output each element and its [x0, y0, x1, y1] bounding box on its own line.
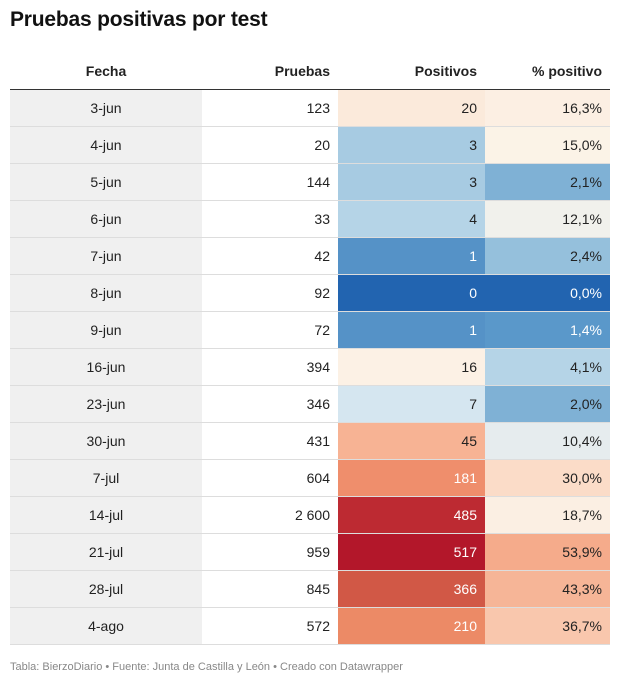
cell-positivos: 3: [338, 163, 485, 201]
cell-fecha: 6-jun: [10, 200, 202, 238]
cell-pct-positivo: 12,1%: [485, 200, 610, 238]
cell-fecha: 9-jun: [10, 311, 202, 349]
table-row: 7-jun 42 1 2,4%: [10, 237, 610, 275]
cell-pruebas: 144: [202, 163, 338, 201]
cell-positivos: 0: [338, 274, 485, 312]
cell-positivos: 4: [338, 200, 485, 238]
table-row: 14-jul 2 600 485 18,7%: [10, 496, 610, 534]
cell-fecha: 30-jun: [10, 422, 202, 460]
column-header-fecha[interactable]: Fecha: [10, 53, 202, 90]
table-row: 4-ago 572 210 36,7%: [10, 607, 610, 645]
cell-fecha: 8-jun: [10, 274, 202, 312]
cell-pct-positivo: 2,1%: [485, 163, 610, 201]
table-row: 28-jul 845 366 43,3%: [10, 570, 610, 608]
cell-fecha: 23-jun: [10, 385, 202, 423]
cell-positivos: 366: [338, 570, 485, 608]
cell-pruebas: 92: [202, 274, 338, 312]
cell-positivos: 485: [338, 496, 485, 534]
data-table: Fecha Pruebas Positivos % positivo 3-jun…: [10, 53, 610, 645]
cell-fecha: 5-jun: [10, 163, 202, 201]
footer-credits: Tabla: BierzoDiario • Fuente: Junta de C…: [10, 661, 403, 673]
cell-pct-positivo: 16,3%: [485, 89, 610, 127]
cell-fecha: 7-jun: [10, 237, 202, 275]
cell-pruebas: 20: [202, 126, 338, 164]
cell-fecha: 7-jul: [10, 459, 202, 497]
cell-pct-positivo: 4,1%: [485, 348, 610, 386]
cell-positivos: 20: [338, 89, 485, 127]
cell-positivos: 210: [338, 607, 485, 645]
cell-fecha: 21-jul: [10, 533, 202, 571]
cell-pct-positivo: 10,4%: [485, 422, 610, 460]
cell-pruebas: 604: [202, 459, 338, 497]
cell-pct-positivo: 43,3%: [485, 570, 610, 608]
table-header: Fecha Pruebas Positivos % positivo: [10, 53, 610, 90]
table-row: 7-jul 604 181 30,0%: [10, 459, 610, 497]
cell-positivos: 16: [338, 348, 485, 386]
table-row: 4-jun 20 3 15,0%: [10, 126, 610, 164]
table-body: 3-jun 123 20 16,3% 4-jun 20 3 15,0% 5-jun 144 3 2,1…: [10, 89, 610, 645]
table-row: 9-jun 72 1 1,4%: [10, 311, 610, 349]
cell-pct-positivo: 53,9%: [485, 533, 610, 571]
table-row: 16-jun 394 16 4,1%: [10, 348, 610, 386]
table-row: 5-jun 144 3 2,1%: [10, 163, 610, 201]
cell-pruebas: 394: [202, 348, 338, 386]
table-row: 3-jun 123 20 16,3%: [10, 89, 610, 127]
cell-pruebas: 33: [202, 200, 338, 238]
cell-fecha: 4-jun: [10, 126, 202, 164]
cell-pct-positivo: 18,7%: [485, 496, 610, 534]
cell-fecha: 28-jul: [10, 570, 202, 608]
table-row: 6-jun 33 4 12,1%: [10, 200, 610, 238]
cell-positivos: 517: [338, 533, 485, 571]
cell-fecha: 4-ago: [10, 607, 202, 645]
page-title: Pruebas positivas por test: [10, 8, 268, 31]
cell-pct-positivo: 30,0%: [485, 459, 610, 497]
column-header-pruebas[interactable]: Pruebas: [202, 53, 338, 90]
cell-pct-positivo: 2,4%: [485, 237, 610, 275]
cell-positivos: 1: [338, 237, 485, 275]
cell-pruebas: 123: [202, 89, 338, 127]
cell-positivos: 45: [338, 422, 485, 460]
cell-positivos: 181: [338, 459, 485, 497]
cell-pruebas: 845: [202, 570, 338, 608]
cell-pruebas: 431: [202, 422, 338, 460]
table-row: 8-jun 92 0 0,0%: [10, 274, 610, 312]
table-row: 21-jul 959 517 53,9%: [10, 533, 610, 571]
cell-pruebas: 959: [202, 533, 338, 571]
cell-pruebas: 346: [202, 385, 338, 423]
cell-pruebas: 2 600: [202, 496, 338, 534]
cell-fecha: 3-jun: [10, 89, 202, 127]
column-header-positivos[interactable]: Positivos: [338, 53, 485, 90]
cell-fecha: 16-jun: [10, 348, 202, 386]
cell-pruebas: 42: [202, 237, 338, 275]
cell-pruebas: 72: [202, 311, 338, 349]
cell-pct-positivo: 2,0%: [485, 385, 610, 423]
cell-positivos: 3: [338, 126, 485, 164]
column-header-pct-positivo[interactable]: % positivo: [485, 53, 610, 90]
table-row: 23-jun 346 7 2,0%: [10, 385, 610, 423]
table-row: 30-jun 431 45 10,4%: [10, 422, 610, 460]
cell-pct-positivo: 0,0%: [485, 274, 610, 312]
cell-pct-positivo: 15,0%: [485, 126, 610, 164]
cell-pruebas: 572: [202, 607, 338, 645]
cell-pct-positivo: 36,7%: [485, 607, 610, 645]
cell-positivos: 1: [338, 311, 485, 349]
cell-pct-positivo: 1,4%: [485, 311, 610, 349]
cell-fecha: 14-jul: [10, 496, 202, 534]
cell-positivos: 7: [338, 385, 485, 423]
